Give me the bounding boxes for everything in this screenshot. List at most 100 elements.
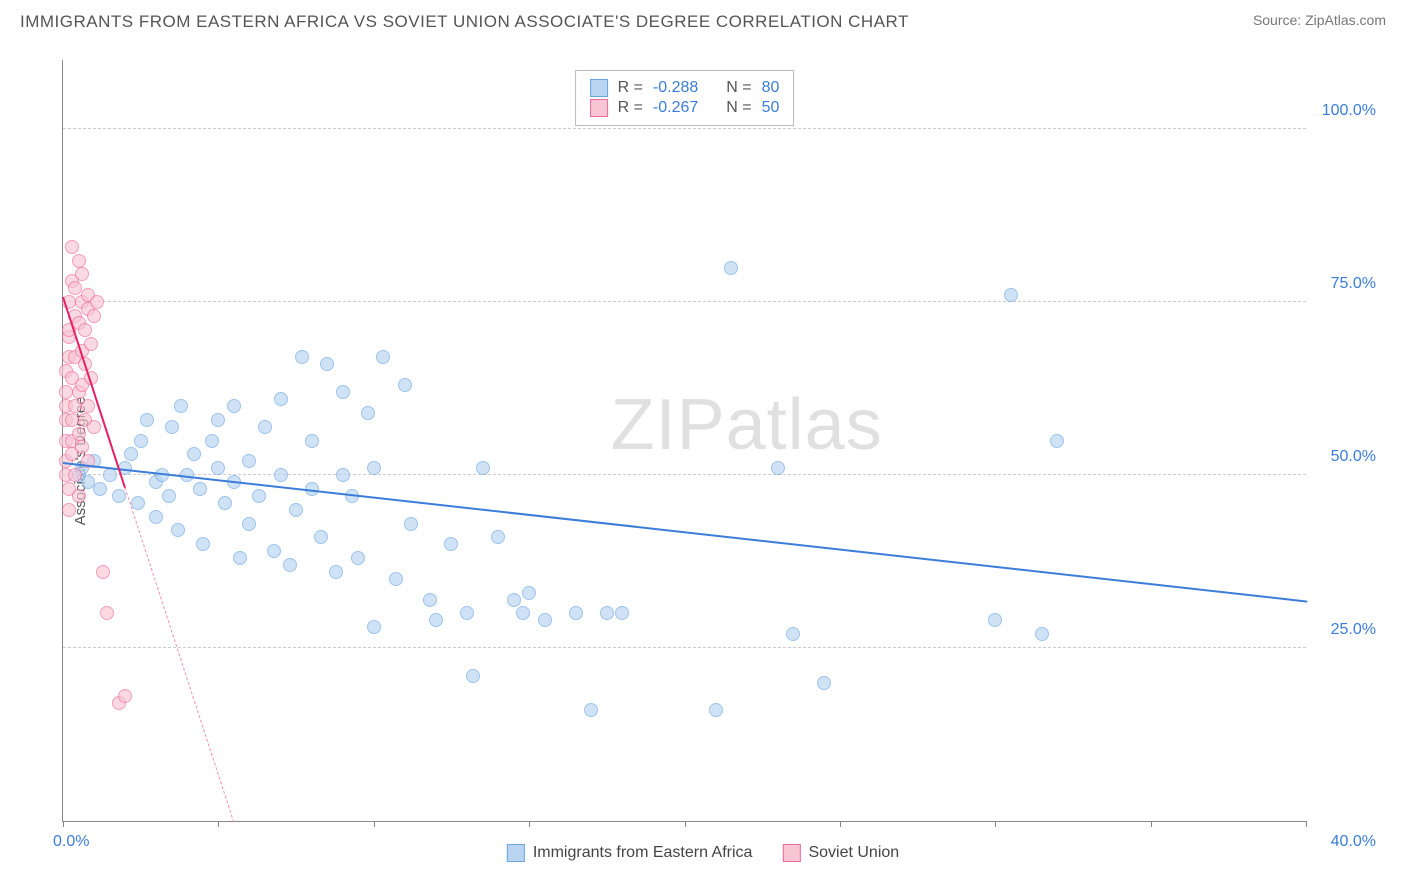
- data-point: [87, 420, 101, 434]
- data-point: [305, 434, 319, 448]
- chart-area: Associate's Degree ZIPatlas R =-0.288N =…: [20, 50, 1386, 872]
- data-point: [600, 606, 614, 620]
- data-point: [65, 240, 79, 254]
- data-point: [140, 413, 154, 427]
- data-point: [709, 703, 723, 717]
- r-value: -0.288: [653, 79, 698, 97]
- data-point: [242, 517, 256, 531]
- data-point: [289, 503, 303, 517]
- gridline: [63, 301, 1306, 302]
- data-point: [429, 613, 443, 627]
- data-point: [389, 572, 403, 586]
- data-point: [367, 461, 381, 475]
- n-label: N =: [726, 79, 751, 97]
- x-tick: [1151, 821, 1152, 827]
- watermark-atlas: atlas: [726, 385, 883, 465]
- x-tick: [1306, 821, 1307, 827]
- data-point: [258, 420, 272, 434]
- n-value: 80: [762, 79, 780, 97]
- legend-label: Immigrants from Eastern Africa: [533, 844, 753, 862]
- chart-header: IMMIGRANTS FROM EASTERN AFRICA VS SOVIET…: [0, 0, 1406, 36]
- data-point: [771, 461, 785, 475]
- n-value: 50: [762, 99, 780, 117]
- data-point: [242, 454, 256, 468]
- data-point: [398, 378, 412, 392]
- r-label: R =: [618, 79, 643, 97]
- source-link[interactable]: ZipAtlas.com: [1305, 12, 1386, 28]
- data-point: [274, 392, 288, 406]
- data-point: [227, 399, 241, 413]
- data-point: [233, 551, 247, 565]
- data-point: [538, 613, 552, 627]
- data-point: [205, 434, 219, 448]
- legend-row: R = -0.288 N = 80: [590, 79, 780, 97]
- data-point: [72, 254, 86, 268]
- data-point: [817, 676, 831, 690]
- data-point: [193, 482, 207, 496]
- watermark: ZIPatlas: [611, 384, 883, 466]
- x-tick: [63, 821, 64, 827]
- x-tick: [995, 821, 996, 827]
- data-point: [68, 468, 82, 482]
- data-point: [165, 420, 179, 434]
- data-point: [211, 461, 225, 475]
- data-point: [75, 440, 89, 454]
- data-point: [522, 586, 536, 600]
- data-point: [376, 350, 390, 364]
- n-label: N =: [726, 99, 751, 117]
- data-point: [491, 530, 505, 544]
- data-point: [62, 503, 76, 517]
- data-point: [476, 461, 490, 475]
- data-point: [351, 551, 365, 565]
- gridline: [63, 647, 1306, 648]
- data-point: [274, 468, 288, 482]
- y-tick-label: 25.0%: [1316, 621, 1376, 639]
- data-point: [171, 523, 185, 537]
- data-point: [444, 537, 458, 551]
- data-point: [124, 447, 138, 461]
- legend-item: Immigrants from Eastern Africa: [507, 844, 753, 862]
- data-point: [87, 309, 101, 323]
- source-label: Source:: [1253, 12, 1305, 28]
- correlation-legend: R = -0.288 N = 80 R = -0.267 N = 50: [575, 70, 795, 126]
- data-point: [283, 558, 297, 572]
- data-point: [218, 496, 232, 510]
- data-point: [516, 606, 530, 620]
- data-point: [584, 703, 598, 717]
- data-point: [320, 357, 334, 371]
- r-label: R =: [618, 99, 643, 117]
- data-point: [507, 593, 521, 607]
- data-point: [174, 399, 188, 413]
- data-point: [569, 606, 583, 620]
- legend-row: R = -0.267 N = 50: [590, 99, 780, 117]
- legend-swatch: [590, 99, 608, 117]
- data-point: [72, 427, 86, 441]
- data-point: [361, 406, 375, 420]
- data-point: [100, 606, 114, 620]
- data-point: [466, 669, 480, 683]
- series-legend: Immigrants from Eastern AfricaSoviet Uni…: [507, 844, 899, 862]
- data-point: [134, 434, 148, 448]
- data-point: [1050, 434, 1064, 448]
- x-tick: [685, 821, 686, 827]
- data-point: [118, 689, 132, 703]
- data-point: [460, 606, 474, 620]
- r-value: -0.267: [653, 99, 698, 117]
- data-point: [81, 399, 95, 413]
- legend-swatch: [507, 844, 525, 862]
- chart-title: IMMIGRANTS FROM EASTERN AFRICA VS SOVIET…: [20, 12, 909, 32]
- x-tick: [218, 821, 219, 827]
- gridline: [63, 128, 1306, 129]
- data-point: [267, 544, 281, 558]
- data-point: [149, 510, 163, 524]
- data-point: [112, 489, 126, 503]
- data-point: [423, 593, 437, 607]
- data-point: [336, 468, 350, 482]
- data-point: [196, 537, 210, 551]
- x-axis-max-label: 40.0%: [1331, 833, 1376, 851]
- data-point: [93, 482, 107, 496]
- data-point: [988, 613, 1002, 627]
- gridline: [63, 474, 1306, 475]
- y-tick-label: 100.0%: [1316, 102, 1376, 120]
- data-point: [72, 489, 86, 503]
